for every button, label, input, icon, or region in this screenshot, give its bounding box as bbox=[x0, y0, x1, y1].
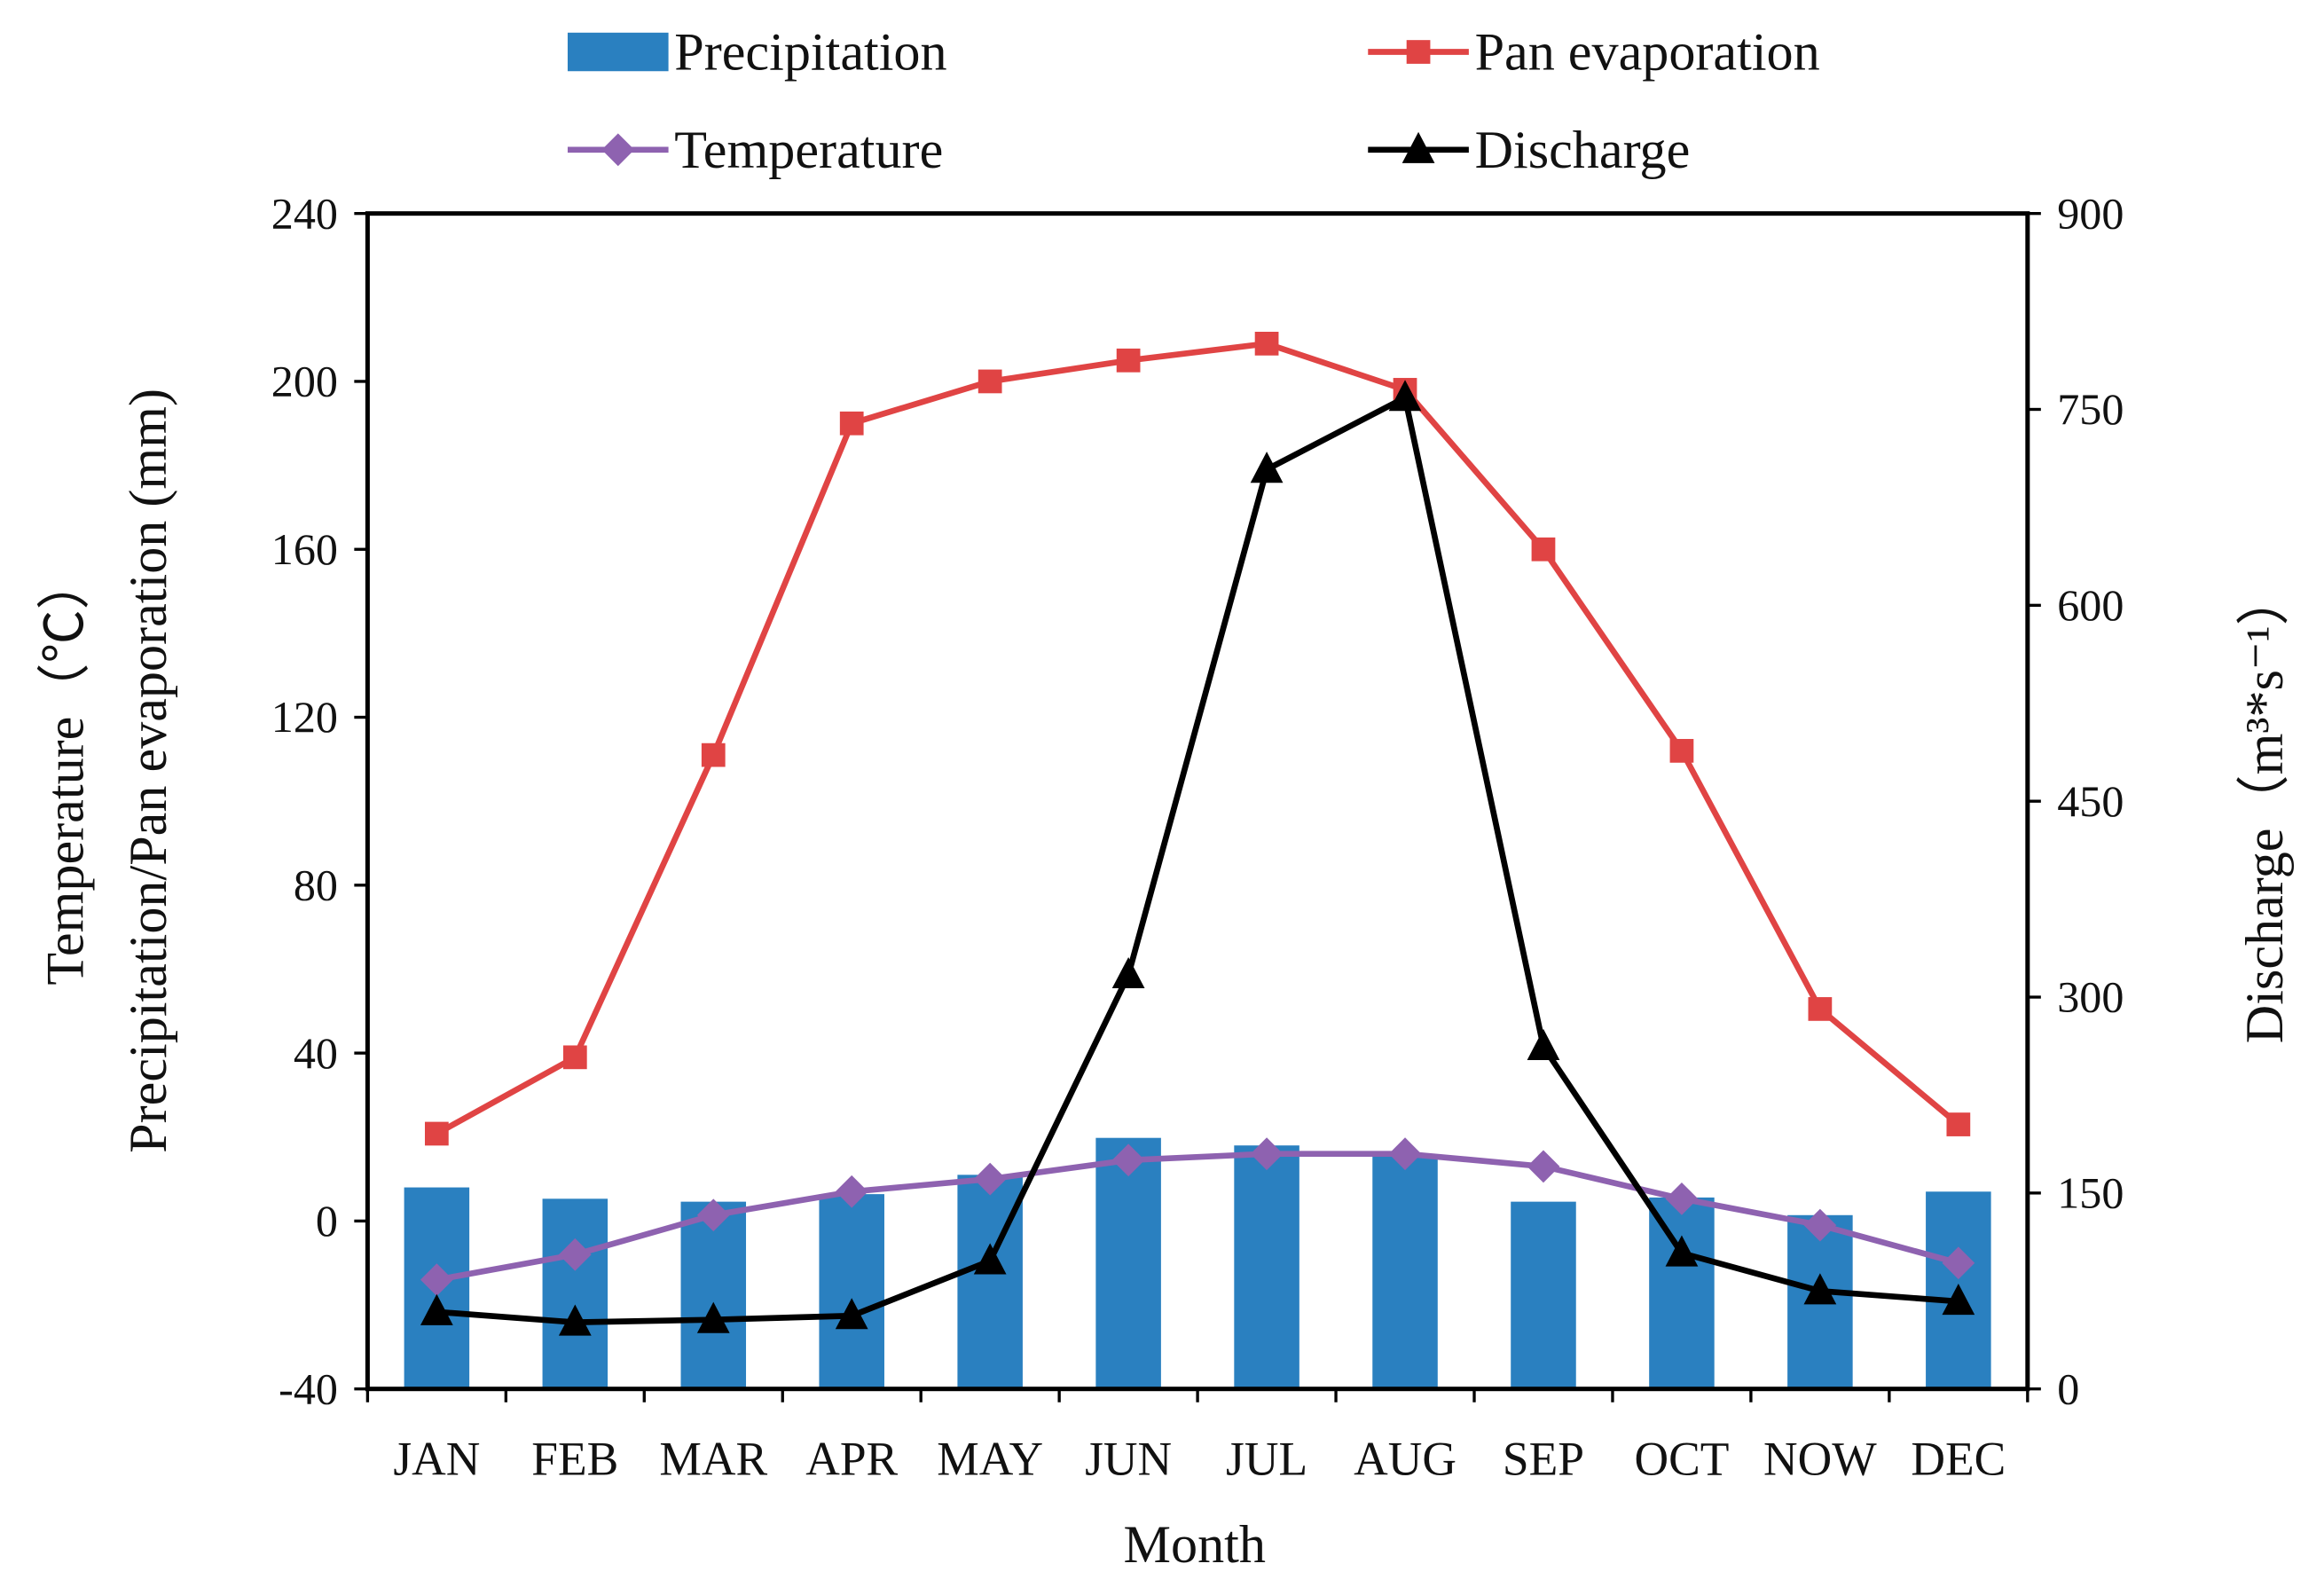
pan-evaporation-point bbox=[1254, 331, 1279, 356]
y-left-tick-label: 240 bbox=[271, 188, 338, 238]
precipitation-bar bbox=[1372, 1156, 1438, 1389]
pan-evaporation-point bbox=[701, 742, 726, 767]
x-tick-label: OCT bbox=[1634, 1433, 1729, 1486]
discharge-point bbox=[1665, 1235, 1699, 1267]
precipitation-bar bbox=[819, 1194, 884, 1389]
discharge-point bbox=[1250, 452, 1284, 483]
precipitation-bar bbox=[680, 1201, 747, 1389]
pan-evaporation-point bbox=[562, 1045, 587, 1070]
precipitation-bar bbox=[1649, 1197, 1715, 1389]
discharge-point bbox=[696, 1301, 730, 1333]
discharge-point bbox=[1388, 380, 1422, 412]
y-left-tick-label: 0 bbox=[316, 1196, 338, 1245]
temperature-point bbox=[1942, 1246, 1975, 1280]
temperature-point bbox=[1388, 1137, 1422, 1171]
y-left-tick-label: 200 bbox=[271, 357, 338, 406]
y-left-tick-label: 80 bbox=[294, 860, 338, 910]
y-left-tick-label: 160 bbox=[271, 524, 338, 574]
legend-marker-temperature bbox=[601, 133, 635, 167]
legend: Precipitation Pan evaporation Temperature D… bbox=[567, 23, 1820, 180]
discharge-point bbox=[1803, 1273, 1837, 1305]
y-right-tick-label: 300 bbox=[2057, 972, 2124, 1022]
pan-evaporation-point bbox=[424, 1121, 449, 1146]
temperature-point bbox=[1111, 1143, 1145, 1177]
x-tick-label: MAR bbox=[659, 1433, 767, 1486]
temperature-point bbox=[1250, 1137, 1284, 1171]
y-right-tick-label: 0 bbox=[2057, 1363, 2079, 1413]
pan-evaporation-point bbox=[977, 369, 1002, 394]
legend-label-temperature: Temperature bbox=[674, 121, 943, 180]
temperature-point bbox=[1527, 1150, 1560, 1183]
y-axis-right-title: Discharge（m³*s⁻¹） bbox=[2235, 572, 2295, 1043]
legend-label-pan-evaporation: Pan evaporation bbox=[1475, 23, 1820, 82]
temperature-point bbox=[420, 1263, 453, 1297]
y-left-tick-label: 120 bbox=[271, 692, 338, 742]
y-left-tick-label: 40 bbox=[294, 1028, 338, 1078]
x-tick-label: FEB bbox=[531, 1433, 618, 1486]
temperature-point bbox=[558, 1238, 592, 1271]
pan-evaporation-point bbox=[1116, 348, 1141, 373]
y-right-tick-label: 600 bbox=[2057, 580, 2124, 630]
precipitation-bar bbox=[1095, 1137, 1161, 1389]
temperature-point bbox=[1803, 1208, 1837, 1242]
discharge-point bbox=[420, 1293, 453, 1325]
temperature-point bbox=[1665, 1182, 1699, 1215]
precipitation-bar bbox=[1511, 1201, 1576, 1389]
legend-label-precipitation: Precipitation bbox=[674, 23, 946, 82]
precipitation-bar bbox=[1234, 1145, 1299, 1389]
y-axis-left-title-1: Temperature（℃） bbox=[36, 556, 96, 985]
temperature-point bbox=[835, 1175, 868, 1208]
pan-evaporation-line bbox=[435, 340, 1960, 1136]
x-tick-label: APR bbox=[805, 1433, 898, 1486]
x-tick-label: DEC bbox=[1911, 1433, 2006, 1486]
plot-frame bbox=[365, 211, 2030, 1392]
x-tick-label: AUG bbox=[1354, 1433, 1456, 1486]
plot-area: 240 200 160 120 80 40 0 -40 900 750 600 450 300 150 0 J… bbox=[271, 188, 2124, 1485]
pan-evaporation-point bbox=[1531, 537, 1556, 562]
x-tick-label: JUN bbox=[1085, 1433, 1172, 1486]
legend-label-discharge: Discharge bbox=[1475, 121, 1691, 180]
temperature-line bbox=[436, 1151, 1959, 1283]
y-right-tick-label: 900 bbox=[2057, 188, 2124, 238]
y-right-tick-label: 750 bbox=[2057, 384, 2124, 434]
discharge-point bbox=[1111, 956, 1145, 989]
legend-marker-discharge bbox=[1401, 131, 1435, 163]
discharge-point bbox=[1942, 1284, 1975, 1316]
discharge-line bbox=[436, 393, 1959, 1325]
x-tick-label: JUL bbox=[1226, 1433, 1307, 1486]
pan-evaporation-point bbox=[1808, 997, 1833, 1021]
x-axis-title: Month bbox=[1124, 1515, 1266, 1575]
x-tick-label: NOW bbox=[1763, 1433, 1877, 1486]
x-tick-label: MAY bbox=[937, 1433, 1043, 1486]
legend-swatch-precipitation bbox=[567, 32, 669, 72]
discharge-point bbox=[1527, 1028, 1560, 1061]
y-right-tick-label: 150 bbox=[2057, 1168, 2124, 1218]
pan-evaporation-point bbox=[1669, 739, 1694, 763]
legend-marker-pan-evaporation bbox=[1406, 40, 1431, 64]
precipitation-bar bbox=[542, 1198, 608, 1389]
y-left-tick-label: -40 bbox=[279, 1363, 338, 1413]
pan-evaporation-point bbox=[1946, 1112, 1971, 1136]
discharge-point bbox=[835, 1298, 868, 1330]
y-axis-left-title-2: Precipitation/Pan evaporation (mm) bbox=[119, 389, 178, 1153]
temperature-point bbox=[973, 1162, 1007, 1196]
discharge-point bbox=[973, 1243, 1007, 1275]
temperature-point bbox=[696, 1198, 730, 1232]
x-tick-label: JAN bbox=[393, 1433, 480, 1486]
y-right-tick-label: 450 bbox=[2057, 776, 2124, 826]
pan-evaporation-point bbox=[839, 411, 864, 436]
discharge-point bbox=[558, 1304, 592, 1336]
x-tick-label: SEP bbox=[1503, 1433, 1584, 1486]
